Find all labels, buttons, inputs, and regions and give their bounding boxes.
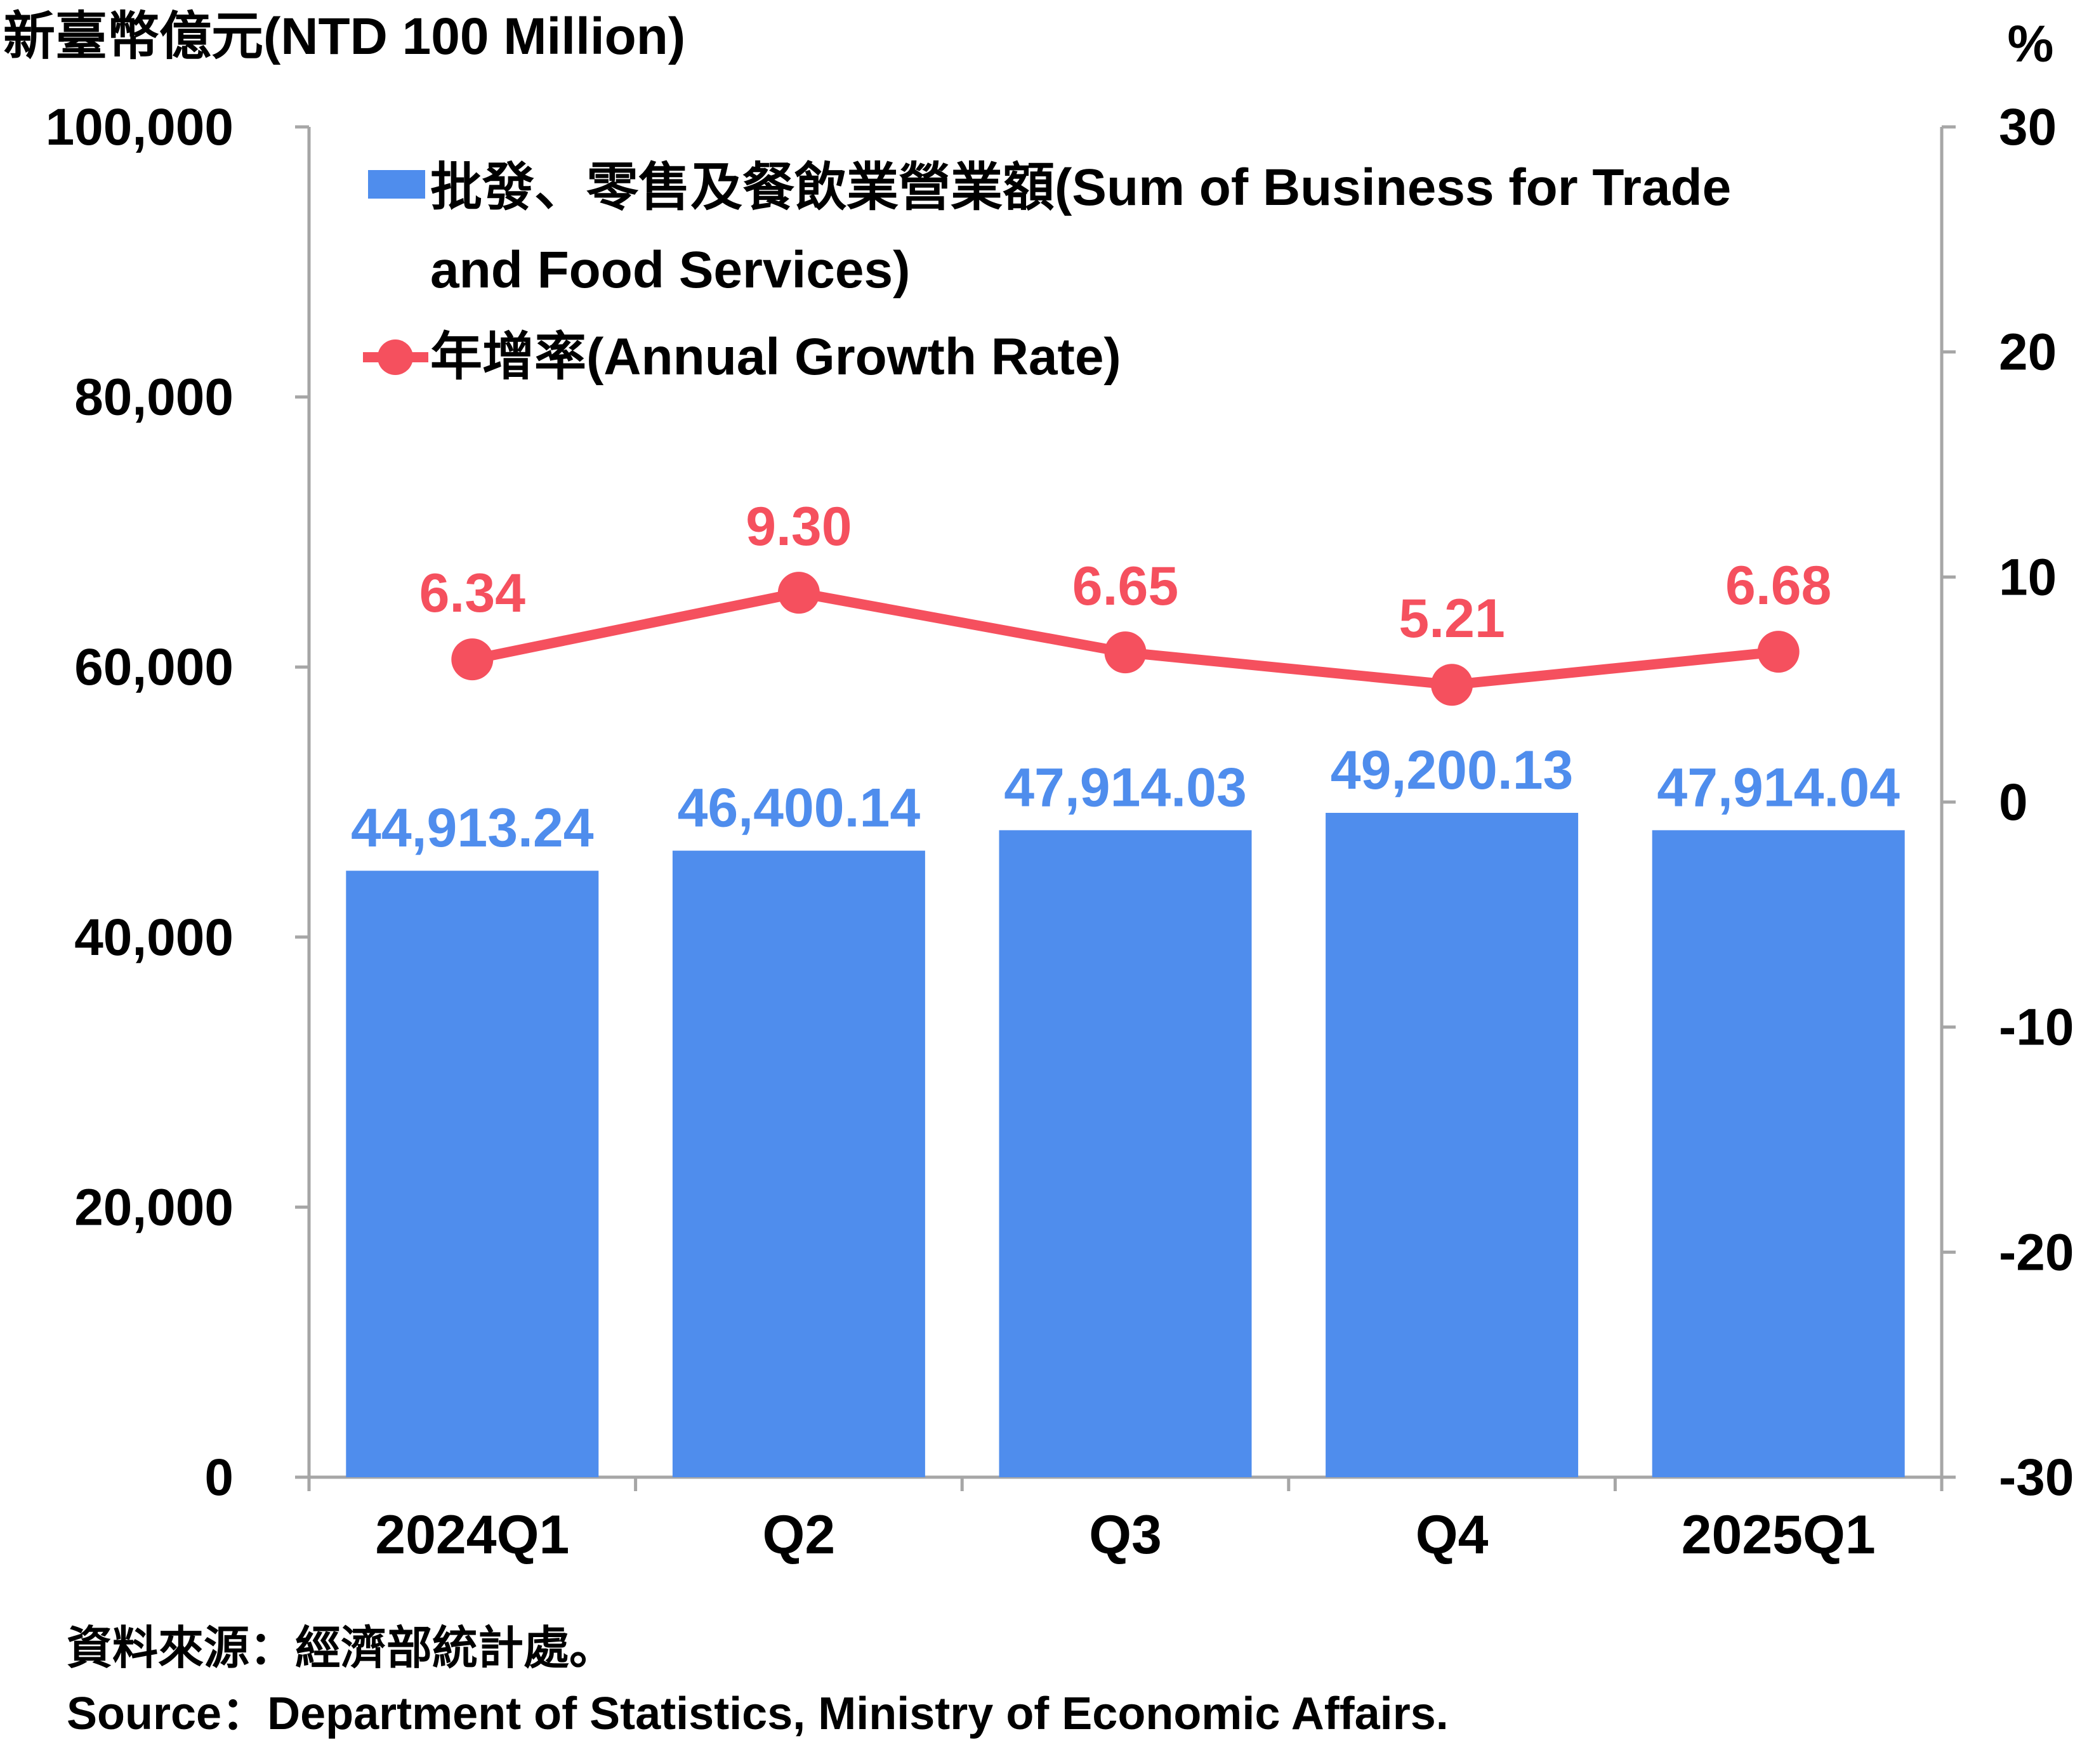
bar-value-label: 49,200.13 xyxy=(1331,740,1574,801)
left-tick-label: 60,000 xyxy=(74,638,234,696)
right-tick-label: 10 xyxy=(1999,548,2057,606)
legend-line-marker xyxy=(378,339,413,375)
right-tick-label: -20 xyxy=(1999,1223,2074,1281)
growth-rate-marker xyxy=(1104,631,1147,674)
growth-rate-label: 6.65 xyxy=(1072,556,1178,617)
right-tick-label: -10 xyxy=(1999,999,2074,1056)
right-tick-label: 20 xyxy=(1999,324,2057,381)
bar-value-label: 46,400.14 xyxy=(678,778,921,839)
legend-bar-swatch xyxy=(368,170,425,199)
right-tick-label: -30 xyxy=(1999,1449,2074,1506)
legend: 批發、零售及餐飲業營業額(Sum of Business for Trade a… xyxy=(363,159,1731,386)
growth-rate-marker xyxy=(777,572,820,614)
legend-bar-label-line2: and Food Services) xyxy=(430,241,910,299)
left-tick-label: 100,000 xyxy=(46,98,234,156)
x-tick-label: 2024Q1 xyxy=(375,1504,569,1565)
legend-bar-label-line1: 批發、零售及餐飲業營業額(Sum of Business for Trade xyxy=(430,159,1731,216)
growth-rate-line xyxy=(451,572,1800,706)
source-zh: 資料來源：經濟部統計處。 xyxy=(67,1623,615,1674)
bar xyxy=(1652,830,1905,1477)
right-tick-label: 30 xyxy=(1999,98,2057,156)
left-tick-label: 0 xyxy=(204,1449,234,1506)
growth-rate-marker xyxy=(1757,631,1800,673)
x-tick-label: 2025Q1 xyxy=(1682,1504,1876,1565)
data-labels: 44,913.24 46,400.14 47,914.03 49,200.13 47,9… xyxy=(351,496,1900,859)
left-tick-label: 40,000 xyxy=(74,909,234,966)
source-en: Source：Department of Statistics, Ministr… xyxy=(67,1688,1449,1739)
left-tick-label: 80,000 xyxy=(74,369,234,426)
bar-value-label: 47,914.03 xyxy=(1004,757,1247,818)
x-tick-label: Q2 xyxy=(763,1504,836,1565)
bar-value-label: 44,913.24 xyxy=(351,798,594,859)
growth-rate-label: 5.21 xyxy=(1399,588,1505,649)
left-axis-unit: 新臺幣億元(NTD 100 Million) xyxy=(3,8,685,65)
x-tick-label: Q4 xyxy=(1416,1504,1489,1565)
bars xyxy=(346,813,1905,1477)
legend-line-label: 年增率(Annual Growth Rate) xyxy=(430,328,1121,386)
growth-rate-label: 6.68 xyxy=(1725,555,1831,616)
x-tick-label: Q3 xyxy=(1089,1504,1162,1565)
right-tick-label: 0 xyxy=(1999,773,2028,831)
growth-rate-label: 6.34 xyxy=(419,563,526,624)
growth-rate-marker xyxy=(1431,664,1473,706)
bar-value-label: 47,914.04 xyxy=(1657,757,1900,818)
left-tick-label: 20,000 xyxy=(74,1178,234,1236)
growth-rate-label: 9.30 xyxy=(746,496,852,557)
bar xyxy=(672,850,925,1477)
bar xyxy=(999,830,1252,1477)
axes: 0 20,000 40,000 60,000 80,000 100,000 -30 -20 -1… xyxy=(46,98,2074,1565)
growth-rate-marker xyxy=(451,638,494,681)
bar xyxy=(346,871,599,1477)
right-axis-unit: % xyxy=(2008,15,2054,73)
bar xyxy=(1326,813,1579,1477)
